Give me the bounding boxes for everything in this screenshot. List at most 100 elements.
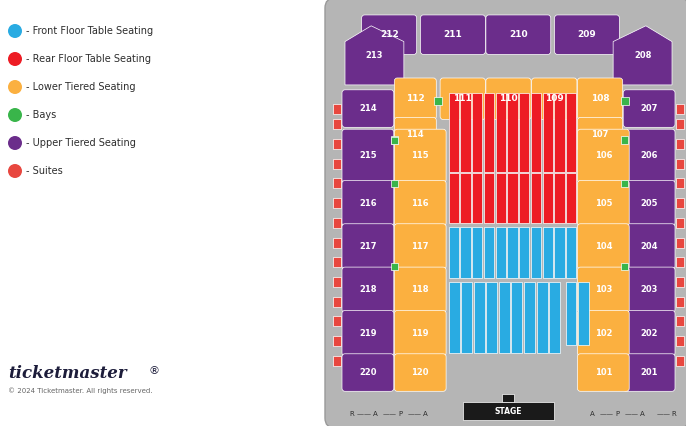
FancyBboxPatch shape [342,224,394,269]
Text: P: P [615,411,619,417]
Text: 111: 111 [453,94,472,103]
FancyBboxPatch shape [578,78,623,119]
Text: 110: 110 [499,94,518,103]
FancyBboxPatch shape [554,15,619,55]
Bar [333,119,341,130]
Bar [508,93,518,172]
Text: 204: 204 [640,242,658,251]
Bar [502,394,514,402]
Bar [543,93,553,172]
Bar [449,227,459,278]
Bar [554,93,565,172]
Text: 209: 209 [578,30,596,39]
Bar [676,356,684,366]
FancyBboxPatch shape [440,78,485,119]
Bar [621,97,628,105]
Bar [543,227,553,278]
Bar [449,173,459,223]
FancyBboxPatch shape [342,90,394,127]
Bar [508,227,518,278]
Bar [578,282,589,345]
Text: ticketmaster: ticketmaster [8,366,127,383]
Text: ——: —— [408,411,422,417]
Bar [460,173,471,223]
Bar [333,159,341,169]
Text: 210: 210 [509,30,528,39]
Bar [621,263,628,270]
FancyBboxPatch shape [578,267,629,313]
Circle shape [8,52,22,66]
Bar [566,93,576,172]
Text: A: A [639,411,644,417]
Bar [333,317,341,326]
Bar [333,218,341,228]
Bar [333,198,341,208]
Bar [512,282,523,353]
Text: ®: ® [148,366,159,376]
Polygon shape [345,26,404,85]
Bar [531,227,541,278]
Text: 206: 206 [640,151,658,160]
Bar [549,282,560,353]
Text: P: P [398,411,402,417]
FancyBboxPatch shape [623,267,675,313]
FancyBboxPatch shape [394,78,436,119]
Text: 104: 104 [595,242,612,251]
Text: ——: —— [657,411,671,417]
FancyBboxPatch shape [342,181,394,226]
Text: 202: 202 [640,328,658,338]
Polygon shape [613,26,672,85]
Bar [508,173,518,223]
Text: 107: 107 [591,130,608,139]
FancyBboxPatch shape [578,181,629,226]
Text: 112: 112 [406,94,425,103]
Circle shape [8,108,22,122]
Bar [496,93,506,172]
Bar [676,257,684,267]
Text: R ——: R —— [350,411,371,417]
FancyBboxPatch shape [394,311,446,356]
Bar [621,136,628,144]
Bar [333,104,341,114]
Bar [676,139,684,149]
Bar [519,93,530,172]
Text: STAGE: STAGE [495,406,522,415]
Text: - Bays: - Bays [26,110,56,120]
FancyBboxPatch shape [342,311,394,356]
Bar [460,227,471,278]
Bar [333,238,341,248]
FancyBboxPatch shape [578,118,623,151]
Text: 208: 208 [635,51,652,60]
Bar [676,296,684,307]
Bar [434,97,442,105]
FancyBboxPatch shape [394,181,446,226]
FancyBboxPatch shape [532,78,577,119]
Bar [484,173,494,223]
Bar [554,227,565,278]
Bar [543,173,553,223]
Bar [676,317,684,326]
Text: 109: 109 [545,94,564,103]
FancyBboxPatch shape [623,311,675,356]
FancyBboxPatch shape [362,15,416,55]
Bar [676,178,684,188]
FancyBboxPatch shape [342,267,394,313]
Bar [449,282,460,353]
Text: 220: 220 [359,368,377,377]
FancyBboxPatch shape [394,267,446,313]
FancyBboxPatch shape [578,129,629,182]
Text: 203: 203 [641,285,658,294]
Text: 218: 218 [359,285,377,294]
Bar [496,173,506,223]
Text: A: A [372,411,377,417]
Bar [391,137,398,144]
Text: - Suites: - Suites [26,166,62,176]
Bar [461,282,473,353]
Text: 106: 106 [595,151,612,160]
FancyBboxPatch shape [342,354,394,391]
Bar [676,119,684,130]
Bar [676,277,684,287]
Bar [676,198,684,208]
Text: 217: 217 [359,242,377,251]
Text: - Front Floor Table Seating: - Front Floor Table Seating [26,26,153,36]
